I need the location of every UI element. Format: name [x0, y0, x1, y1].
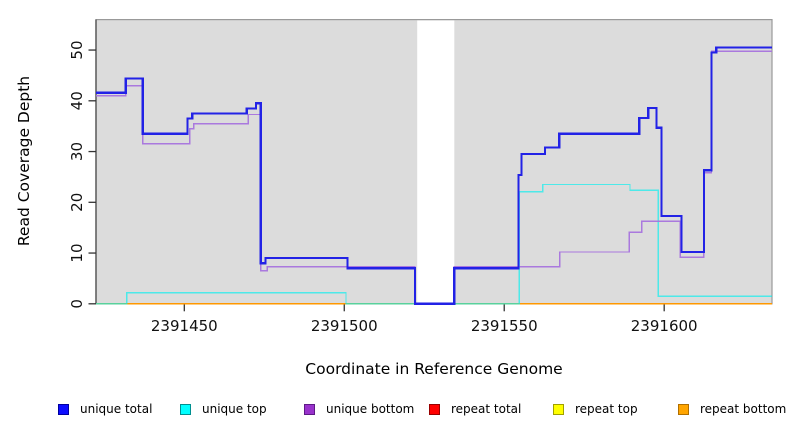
y-tick-label: 40 — [68, 91, 86, 110]
legend-label: unique bottom — [326, 402, 415, 416]
legend-item-unique-bottom: unique bottom — [304, 401, 414, 417]
y-tick-label: 0 — [68, 299, 86, 309]
legend-label: unique top — [202, 402, 267, 416]
legend-item-unique-top: unique top — [180, 401, 267, 417]
y-tick-label: 10 — [68, 244, 86, 263]
x-tick-label: 2391550 — [471, 317, 538, 335]
series-unique-total — [96, 46, 772, 305]
legend-swatch-icon — [304, 403, 315, 415]
x-tick-label: 2391500 — [311, 317, 378, 335]
y-tick-label: 30 — [68, 142, 86, 161]
legend-label: repeat bottom — [700, 402, 787, 416]
y-tick-label: 50 — [68, 41, 86, 60]
legend-swatch-icon — [180, 403, 191, 415]
series-unique-top — [96, 183, 772, 305]
legend-swatch-icon — [429, 403, 440, 415]
legend-item-unique-total: unique total — [58, 401, 152, 417]
x-tick-label: 2391450 — [151, 317, 218, 335]
masked-region — [417, 20, 455, 304]
legend-label: repeat total — [451, 402, 522, 416]
legend-label: unique total — [80, 402, 153, 416]
legend-item-repeat-total: repeat total — [429, 401, 521, 417]
legend-item-repeat-top: repeat top — [553, 401, 638, 417]
legend-swatch-icon — [678, 403, 689, 415]
legend-item-repeat-bottom: repeat bottom — [678, 401, 786, 417]
y-tick-label: 20 — [68, 193, 86, 212]
legend: unique total unique top unique bottom re… — [0, 401, 792, 423]
y-axis-title: Read Coverage Depth — [15, 75, 33, 247]
x-axis-title: Coordinate in Reference Genome — [305, 360, 563, 378]
x-tick-label: 2391600 — [631, 317, 698, 335]
legend-swatch-icon — [553, 403, 564, 415]
legend-label: repeat top — [575, 402, 638, 416]
legend-swatch-icon — [58, 403, 69, 415]
